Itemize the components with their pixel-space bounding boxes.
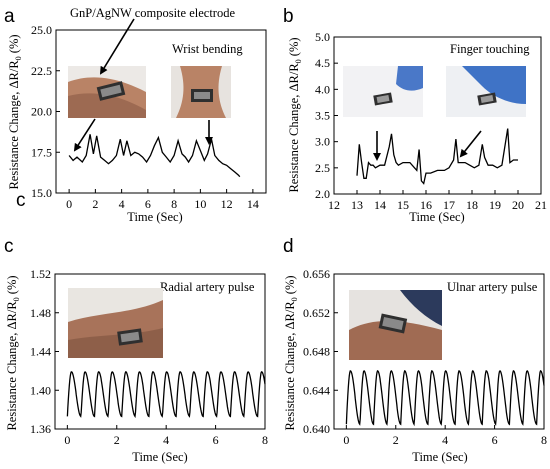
- y-ticks: 1.36 1.40 1.44 1.48 1.52: [30, 267, 59, 436]
- y-tick-label: 0.640: [303, 422, 330, 436]
- series-line: [68, 134, 241, 178]
- y-ticks: 15.0 17.5 20.0 22.5 25.0: [31, 23, 60, 200]
- x-ticks: 0 2 4 6 8 10 12 14: [66, 189, 259, 211]
- x-axis-label: Time (Sec): [132, 450, 187, 464]
- x-tick-label: 13: [351, 198, 363, 212]
- x-tick-label: 8: [262, 433, 268, 447]
- x-tick-label: 14: [247, 197, 259, 211]
- x-tick-label: 12: [221, 197, 233, 211]
- x-tick-label: 4: [119, 197, 125, 211]
- x-ticks: 12 13 14 15 16 17 18 19 20 21: [328, 190, 547, 212]
- x-tick-label: 2: [393, 433, 399, 447]
- photo-arrow-1: [73, 118, 96, 152]
- y-axis-label: Resistance Change, ΔR/R0 (%): [5, 275, 21, 430]
- y-tick-label: 0.652: [303, 306, 330, 320]
- series-line: [345, 369, 545, 427]
- annotation-ulnar-artery-pulse: Ulnar artery pulse: [447, 280, 538, 294]
- x-tick-label: 19: [489, 198, 501, 212]
- x-ticks: 0 2 4 6 8: [64, 425, 268, 447]
- annotation-finger-touching: Finger touching: [450, 42, 530, 56]
- x-ticks: 0 2 4 6 8: [343, 425, 547, 447]
- panel-label-b: b: [283, 6, 294, 27]
- panel-b: b Finger touching 12 13 14 15 16 17 18 19 20 21 2…: [283, 6, 547, 224]
- x-tick-label: 0: [66, 197, 72, 211]
- x-tick-label: 6: [213, 433, 219, 447]
- y-tick-label: 0.644: [303, 383, 330, 397]
- panel-label-a: a: [4, 6, 15, 27]
- y-ticks: 2.0 2.5 3.0 3.5 4.0 4.5 5.0: [315, 30, 338, 201]
- annotation-radial-artery-pulse: Radial artery pulse: [160, 280, 255, 294]
- y-tick-label: 20.0: [31, 105, 52, 119]
- y-tick-label: 2.0: [315, 187, 330, 201]
- x-tick-label: 14: [374, 198, 386, 212]
- x-tick-label: 10: [194, 197, 206, 211]
- series-line: [356, 128, 518, 185]
- y-tick-label: 1.36: [30, 422, 51, 436]
- y-tick-label: 15.0: [31, 186, 52, 200]
- y-axis-label: Resistance Change, ΔR/R0 (%): [287, 37, 303, 192]
- panel-label-c: c: [4, 236, 14, 257]
- photo-radial: [68, 288, 163, 358]
- y-tick-label: 3.0: [315, 135, 330, 149]
- y-tick-label: 3.5: [315, 109, 330, 123]
- y-tick-label: 1.52: [30, 267, 51, 281]
- callout-arrow: [99, 18, 135, 75]
- y-axis-label: Resistance Change, ΔR/R0 (%): [283, 275, 299, 430]
- photo-touch-1: [343, 66, 423, 117]
- stray-label-c: c: [16, 190, 26, 211]
- photo-bend-up: [171, 66, 231, 118]
- callout-label: GnP/AgNW composite electrode: [70, 6, 235, 20]
- x-tick-label: 20: [512, 198, 524, 212]
- photo-arrow-2: [459, 130, 482, 158]
- x-tick-label: 4: [442, 433, 448, 447]
- y-tick-label: 4.5: [315, 56, 330, 70]
- photo-bend-down: [68, 66, 146, 118]
- x-tick-label: 4: [163, 433, 169, 447]
- y-tick-label: 4.0: [315, 82, 330, 96]
- y-tick-label: 22.5: [31, 64, 52, 78]
- photo-ulnar: [349, 290, 442, 360]
- x-tick-label: 0: [343, 433, 349, 447]
- x-tick-label: 12: [328, 198, 340, 212]
- y-tick-label: 2.5: [315, 161, 330, 175]
- x-axis-label: Time (Sec): [412, 450, 467, 464]
- x-tick-label: 18: [466, 198, 478, 212]
- y-tick-label: 1.48: [30, 306, 51, 320]
- y-tick-label: 0.656: [303, 267, 330, 281]
- series-line: [66, 371, 266, 419]
- x-axis-label: Time (Sec): [127, 210, 182, 224]
- x-tick-label: 0: [64, 433, 70, 447]
- x-tick-label: 6: [145, 197, 151, 211]
- y-tick-label: 25.0: [31, 23, 52, 37]
- y-axis-label: Resistance Change, ΔR/R0 (%): [7, 34, 23, 189]
- x-tick-label: 15: [397, 198, 409, 212]
- x-tick-label: 2: [92, 197, 98, 211]
- y-tick-label: 1.44: [30, 345, 51, 359]
- panel-label-d: d: [283, 236, 294, 257]
- panel-c: c Radial artery pulse 0 2 4 6 8 1.36 1.40 1.44…: [4, 236, 268, 464]
- x-tick-label: 8: [171, 197, 177, 211]
- y-tick-label: 0.648: [303, 345, 330, 359]
- y-tick-label: 5.0: [315, 30, 330, 44]
- x-tick-label: 6: [492, 433, 498, 447]
- x-tick-label: 8: [541, 433, 547, 447]
- photo-touch-2: [446, 66, 526, 117]
- y-tick-label: 17.5: [31, 145, 52, 159]
- x-tick-label: 17: [443, 198, 455, 212]
- y-ticks: 0.640 0.644 0.648 0.652 0.656: [303, 267, 338, 436]
- x-tick-label: 2: [114, 433, 120, 447]
- x-axis-label: Time (Sec): [409, 210, 464, 224]
- y-tick-label: 1.40: [30, 383, 51, 397]
- panel-a: a GnP/AgNW composite electrode Wrist ben…: [4, 6, 267, 224]
- annotation-wrist-bending: Wrist bending: [172, 42, 243, 56]
- x-tick-label: 16: [420, 198, 432, 212]
- x-tick-label: 21: [535, 198, 547, 212]
